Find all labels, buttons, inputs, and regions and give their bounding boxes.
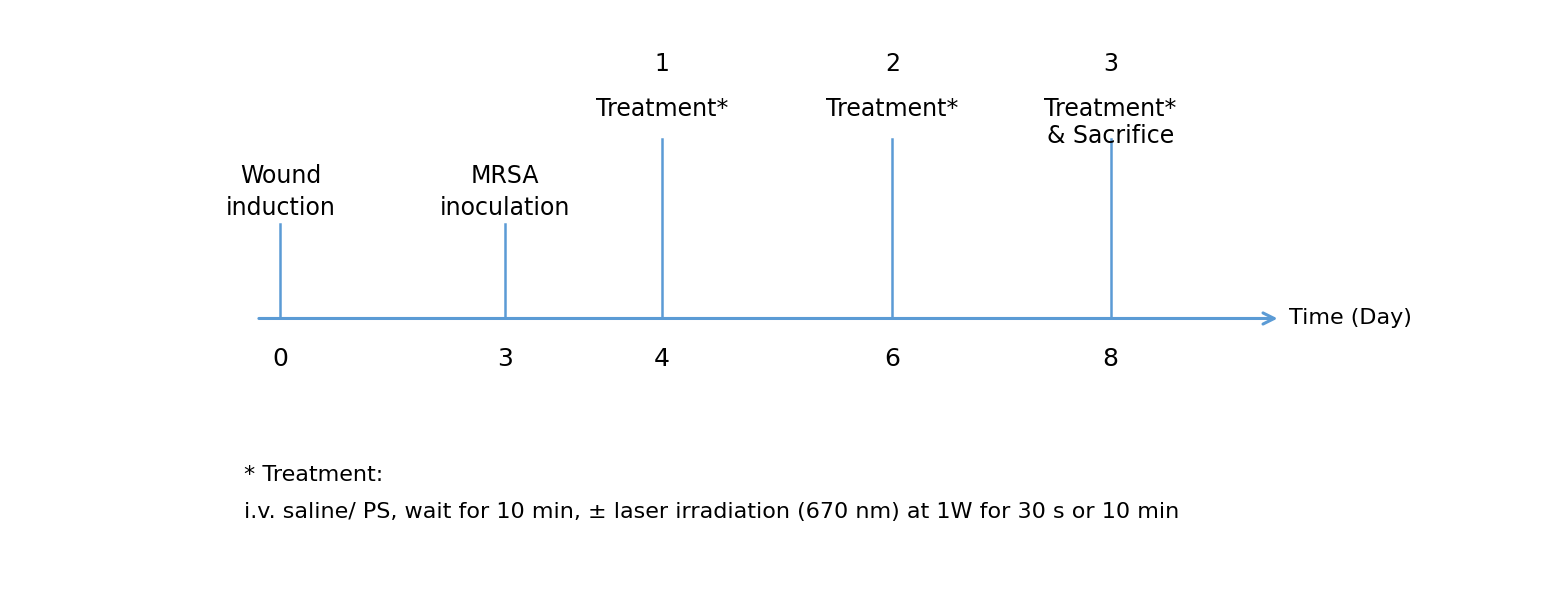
Text: Treatment*: Treatment* (1045, 97, 1176, 121)
Text: Treatment*: Treatment* (826, 97, 959, 121)
Text: & Sacrifice: & Sacrifice (1046, 124, 1175, 148)
Text: * Treatment:: * Treatment: (244, 465, 383, 485)
Text: 8: 8 (1103, 347, 1118, 371)
Text: Wound
induction: Wound induction (225, 164, 335, 220)
Text: 3: 3 (1103, 52, 1118, 76)
Text: 2: 2 (885, 52, 899, 76)
Text: 3: 3 (497, 347, 513, 371)
Text: 1: 1 (655, 52, 669, 76)
Text: 6: 6 (885, 347, 901, 371)
Text: MRSA
inoculation: MRSA inoculation (439, 164, 569, 220)
Text: Treatment*: Treatment* (596, 97, 729, 121)
Text: 0: 0 (272, 347, 288, 371)
Text: Time (Day): Time (Day) (1289, 308, 1412, 329)
Text: i.v. saline/ PS, wait for 10 min, ± laser irradiation (670 nm) at 1W for 30 s or: i.v. saline/ PS, wait for 10 min, ± lase… (244, 502, 1179, 522)
Text: 4: 4 (654, 347, 669, 371)
